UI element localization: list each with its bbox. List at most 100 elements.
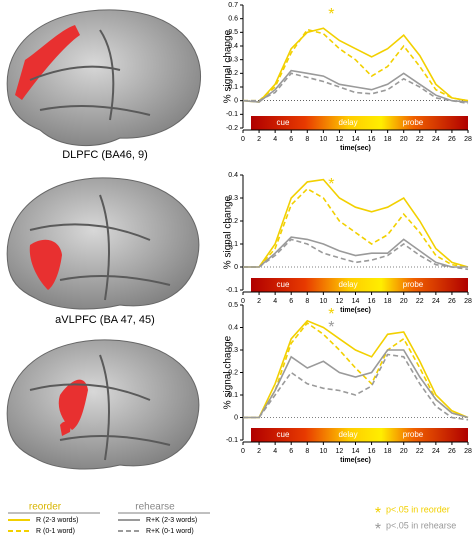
x-tick-label: 20 <box>400 298 408 305</box>
x-tick-label: 10 <box>319 298 327 305</box>
brain-3 <box>6 339 200 470</box>
x-tick-label: 26 <box>448 448 456 455</box>
x-tick-label: 12 <box>336 448 344 455</box>
y-tick-label: 0.3 <box>228 347 238 354</box>
series-line <box>243 28 469 102</box>
x-axis-label: time(sec) <box>340 457 371 464</box>
phase-label: delay <box>338 430 357 439</box>
y-tick-label: 0.4 <box>228 324 238 331</box>
y-tick-label: 0.3 <box>228 57 238 64</box>
series-line <box>243 178 469 268</box>
legend-group: rehearse <box>135 502 175 513</box>
phase-bar <box>251 278 468 292</box>
series-line <box>242 27 469 103</box>
x-tick-label: 22 <box>416 448 424 455</box>
x-tick-label: 14 <box>352 136 360 143</box>
phase-label: probe <box>403 430 424 439</box>
x-tick-label: 20 <box>400 448 408 455</box>
brain-2 <box>6 177 200 310</box>
x-tick-label: 6 <box>289 298 293 305</box>
x-tick-label: 0 <box>241 448 245 455</box>
x-tick-label: 12 <box>336 136 344 143</box>
x-tick-label: 14 <box>352 448 360 455</box>
series-line <box>243 238 469 271</box>
phase-label: probe <box>403 280 424 289</box>
y-tick-label: 0.5 <box>228 302 238 309</box>
x-tick-label: 28 <box>464 136 472 143</box>
x-tick-label: 28 <box>464 298 472 305</box>
series-line <box>242 69 469 103</box>
legend-group: reorder <box>29 502 62 513</box>
series-line <box>243 187 469 268</box>
y-tick-label: 0 <box>234 414 238 421</box>
x-tick-label: 16 <box>368 448 376 455</box>
y-axis-label: % signal change <box>223 335 234 409</box>
x-tick-label: 16 <box>368 136 376 143</box>
x-tick-label: 2 <box>257 136 261 143</box>
y-tick-label: 0.1 <box>228 241 238 248</box>
x-tick-label: 8 <box>305 448 309 455</box>
y-tick-label: -0.2 <box>226 125 238 132</box>
x-tick-label: 24 <box>432 448 440 455</box>
y-tick-label: 0.7 <box>228 2 238 9</box>
x-tick-label: 12 <box>336 298 344 305</box>
x-tick-label: 2 <box>257 298 261 305</box>
x-tick-label: 26 <box>448 298 456 305</box>
phase-label: delay <box>338 118 357 127</box>
brain-1 <box>6 9 202 147</box>
significance-star: * <box>328 319 334 336</box>
footnote-marker: * <box>375 505 381 522</box>
region-caption: DLPFC (BA46, 9) <box>62 149 148 161</box>
phase-bar <box>251 428 468 442</box>
x-tick-label: 10 <box>319 448 327 455</box>
legend-label: R (0-1 word) <box>36 528 75 535</box>
x-tick-label: 4 <box>273 448 277 455</box>
y-tick-label: 0.1 <box>228 392 238 399</box>
x-tick-label: 4 <box>273 136 277 143</box>
x-tick-label: 26 <box>448 136 456 143</box>
x-tick-label: 8 <box>305 298 309 305</box>
x-tick-label: 20 <box>400 136 408 143</box>
y-axis-label: % signal change <box>223 195 234 269</box>
legend-label: R (2-3 words) <box>36 517 78 524</box>
y-tick-label: 0.1 <box>228 84 238 91</box>
footnote-text: p<.05 in reorder <box>386 504 450 514</box>
y-tick-label: 0 <box>234 98 238 105</box>
phase-label: cue <box>277 280 290 289</box>
x-tick-label: 22 <box>416 136 424 143</box>
x-tick-label: 18 <box>384 298 392 305</box>
significance-star: * <box>328 176 334 193</box>
phase-bar <box>251 116 468 130</box>
y-tick-label: -0.1 <box>226 287 238 294</box>
series-line <box>243 349 469 419</box>
x-tick-label: 10 <box>319 136 327 143</box>
y-tick-label: 0 <box>234 264 238 271</box>
x-tick-label: 24 <box>432 136 440 143</box>
y-tick-label: 0.4 <box>228 172 238 179</box>
x-tick-label: 4 <box>273 298 277 305</box>
x-tick-label: 24 <box>432 298 440 305</box>
x-tick-label: 14 <box>352 298 360 305</box>
x-tick-label: 6 <box>289 136 293 143</box>
y-tick-label: 0.6 <box>228 16 238 23</box>
series-line <box>243 353 469 421</box>
legend-label: R+K (0-1 word) <box>146 528 194 535</box>
significance-star: * <box>328 306 334 323</box>
phase-label: cue <box>277 430 290 439</box>
x-tick-label: 8 <box>305 136 309 143</box>
x-tick-label: 6 <box>289 448 293 455</box>
x-tick-label: 28 <box>464 448 472 455</box>
series-line <box>243 321 469 419</box>
x-tick-label: 16 <box>368 298 376 305</box>
significance-star: * <box>328 6 334 23</box>
region-caption: aVLPFC (BA 47, 45) <box>55 314 155 326</box>
legend-label: R+K (2-3 words) <box>146 517 197 524</box>
y-tick-label: 0.3 <box>228 195 238 202</box>
x-tick-label: 0 <box>241 298 245 305</box>
y-tick-label: 0.2 <box>228 369 238 376</box>
y-tick-label: -0.1 <box>226 111 238 118</box>
y-tick-label: 0.5 <box>228 29 238 36</box>
x-tick-label: 2 <box>257 448 261 455</box>
x-tick-label: 18 <box>384 448 392 455</box>
